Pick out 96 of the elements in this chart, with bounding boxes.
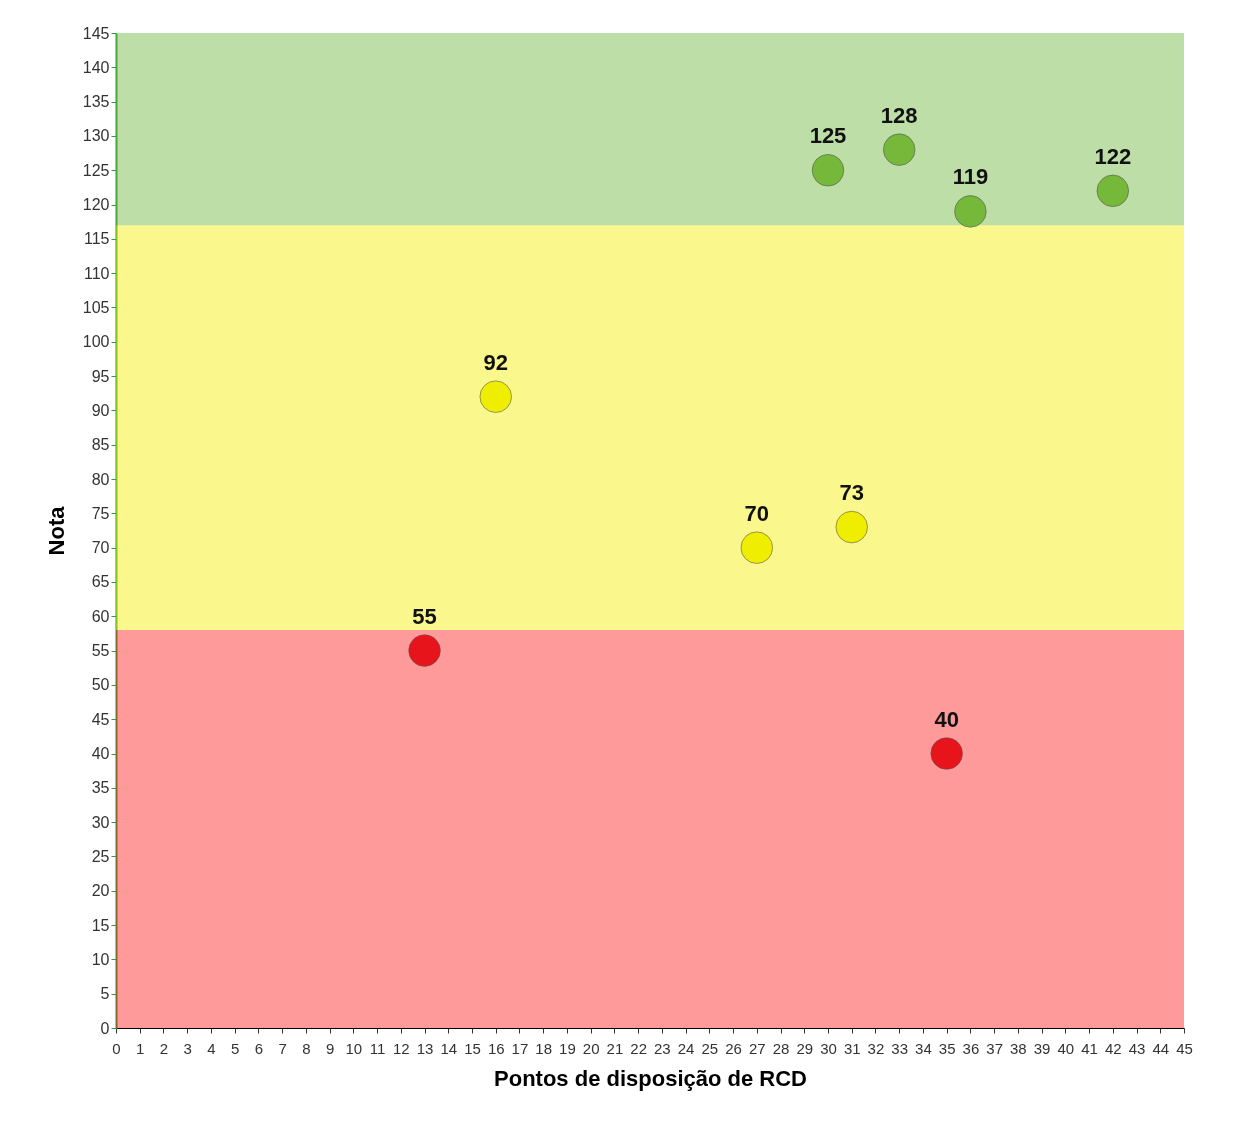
y-tick-label: 65: [91, 573, 110, 591]
data-label: 73: [839, 480, 864, 506]
x-tick-label: 8: [302, 1039, 311, 1057]
y-tick-label: 135: [82, 93, 110, 111]
point: [479, 380, 512, 413]
y-tick-label: 80: [91, 470, 110, 488]
x-tick-label: 37: [986, 1039, 1003, 1057]
y-tick-label: 140: [82, 58, 110, 76]
point: [930, 737, 963, 770]
y-tick-label: 0: [100, 1019, 110, 1037]
x-tick-label: 24: [677, 1039, 695, 1057]
x-tick-label: 22: [630, 1039, 647, 1057]
x-tick-label: 32: [867, 1039, 885, 1057]
x-tick-label: 30: [820, 1039, 837, 1057]
y-tick-label: 70: [91, 539, 110, 557]
y-tick-label: 10: [91, 950, 110, 968]
x-tick-label: 7: [278, 1039, 287, 1057]
y-tick-label: 60: [91, 607, 110, 625]
x-tick-label: 0: [112, 1039, 121, 1057]
x-tick-label: 15: [464, 1039, 481, 1057]
y-tick-label: 45: [91, 710, 110, 728]
x-tick-label: 9: [325, 1039, 335, 1057]
x-tick-label: 29: [796, 1039, 814, 1057]
y-tick-label: 15: [91, 916, 110, 934]
data-label: 128: [880, 102, 918, 128]
data-label: 122: [1094, 143, 1132, 169]
x-tick-label: 39: [1033, 1039, 1051, 1057]
y-tick-label: 40: [91, 745, 110, 763]
y-tick-label: 50: [91, 676, 110, 694]
y-tick-label: 100: [82, 333, 110, 351]
x-tick-label: 43: [1128, 1039, 1146, 1057]
x-tick-label: 18: [535, 1039, 553, 1057]
x-tick-label: 27: [748, 1039, 766, 1057]
y-tick-label: 125: [82, 161, 110, 179]
x-tick-label: 2: [159, 1039, 169, 1057]
x-tick-label: 36: [962, 1039, 980, 1057]
x-tick-label: 40: [1057, 1039, 1075, 1057]
data-label: 125: [809, 123, 847, 149]
point: [835, 510, 868, 544]
x-tick-label: 38: [1010, 1039, 1027, 1057]
y-tick-label: 90: [91, 401, 110, 419]
y-tick-label: 75: [91, 504, 110, 522]
data-label: 55: [412, 603, 437, 629]
y-tick-label: 30: [91, 813, 110, 831]
x-tick-label: 19: [559, 1039, 576, 1057]
point: [811, 154, 845, 187]
x-tick-label: 31: [843, 1039, 861, 1057]
x-tick-label: 23: [654, 1039, 671, 1057]
x-tick-label: 41: [1081, 1039, 1098, 1057]
x-tick-label: 45: [1176, 1039, 1193, 1057]
y-tick-label: 105: [82, 298, 110, 316]
y-tick-label: 35: [91, 779, 110, 797]
y-tick-label: 145: [82, 24, 110, 42]
x-tick-label: 16: [487, 1039, 505, 1057]
y-tick-label: 20: [91, 882, 110, 900]
x-tick-label: 34: [915, 1039, 932, 1057]
x-tick-label: 5: [230, 1039, 240, 1057]
x-tick-label: 33: [891, 1039, 909, 1057]
data-label: 40: [934, 706, 959, 732]
x-tick-label: 12: [392, 1039, 410, 1057]
x-tick-label: 20: [582, 1039, 600, 1057]
x-tick-label: 6: [254, 1039, 264, 1057]
point: [408, 634, 441, 667]
x-tick-label: 10: [345, 1039, 363, 1057]
data-label: 92: [483, 349, 508, 375]
x-tick-label: 14: [440, 1039, 458, 1057]
x-tick-label: 13: [416, 1039, 434, 1057]
y-tick-label: 25: [91, 847, 110, 865]
x-axis-title: Pontos de disposição de RCD: [494, 1065, 807, 1091]
point: [740, 531, 773, 564]
x-tick-label: 42: [1104, 1039, 1122, 1057]
y-tick-label: 115: [83, 230, 110, 248]
point: [1096, 174, 1129, 207]
x-tick-label: 28: [772, 1039, 790, 1057]
y-axis-title: Nota: [43, 505, 69, 556]
x-tick-label: 3: [183, 1039, 192, 1057]
x-tick-label: 35: [938, 1039, 956, 1057]
x-tick-label: 1: [136, 1039, 145, 1057]
x-tick-label: 44: [1152, 1039, 1170, 1057]
x-tick-label: 26: [725, 1039, 742, 1057]
x-tick-label: 25: [701, 1039, 719, 1057]
y-tick-label: 55: [91, 642, 110, 660]
data-label: 119: [952, 164, 989, 190]
y-tick-label: 85: [91, 436, 110, 454]
point: [883, 133, 916, 166]
y-tick-label: 95: [91, 367, 110, 385]
x-tick-label: 21: [606, 1039, 624, 1057]
y-tick-label: 5: [100, 985, 110, 1003]
x-tick-label: 17: [511, 1039, 529, 1057]
x-tick-label: 11: [369, 1039, 386, 1057]
y-tick-label: 120: [82, 196, 110, 214]
y-tick-label: 110: [83, 264, 110, 282]
y-tick-label: 130: [82, 127, 110, 145]
data-label: 70: [744, 500, 770, 526]
x-tick-label: 4: [207, 1039, 216, 1057]
point: [954, 195, 987, 228]
